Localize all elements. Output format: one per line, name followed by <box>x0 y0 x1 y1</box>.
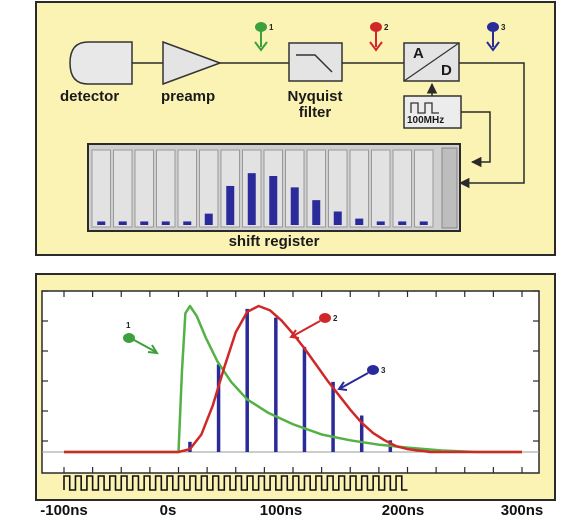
nyquist-filter-block <box>288 42 343 82</box>
register-bar <box>97 221 106 225</box>
register-bar <box>376 221 385 225</box>
register-bar <box>312 200 321 225</box>
register-bar <box>419 221 428 225</box>
register-cell <box>328 149 348 228</box>
register-cell <box>134 149 154 228</box>
wire-clock-register <box>461 111 491 168</box>
marker-2 <box>369 22 383 52</box>
register-cell <box>371 149 391 228</box>
register-cell <box>177 149 197 228</box>
register-cell <box>199 149 219 228</box>
plot-ticks <box>42 290 539 473</box>
marker-3 <box>486 22 500 52</box>
register-bar <box>333 211 342 225</box>
callout-1 <box>123 333 159 355</box>
register-bar <box>290 187 299 225</box>
register-bar <box>398 221 407 225</box>
adc-diagonal <box>403 42 460 82</box>
lowpass-symbol <box>296 54 333 73</box>
register-bar <box>355 218 364 225</box>
chart-marks <box>64 304 522 454</box>
detector-block <box>69 41 133 85</box>
register-bar <box>204 213 213 225</box>
register-bar <box>247 173 256 225</box>
register-bar <box>118 221 127 225</box>
shift-register-input-slot <box>441 147 458 229</box>
register-cell <box>91 149 111 228</box>
register-cell <box>392 149 412 228</box>
register-cell <box>113 149 133 228</box>
register-bar <box>140 221 149 225</box>
filtered-pulse-line <box>64 304 522 454</box>
plot-area <box>41 290 540 474</box>
register-bar <box>183 221 192 225</box>
register-cell <box>156 149 176 228</box>
clock-train <box>63 475 408 491</box>
register-bar <box>269 176 278 225</box>
callout-3 <box>337 365 379 391</box>
preamp-block <box>162 40 223 86</box>
detector-pulse-line <box>64 304 522 454</box>
callout-2 <box>289 313 331 339</box>
wire-adc-output <box>458 62 525 189</box>
clock-waveform <box>410 102 439 114</box>
register-bar <box>161 221 170 225</box>
register-cell <box>306 149 326 228</box>
marker-1 <box>254 22 268 52</box>
register-bar <box>226 185 235 225</box>
register-cell <box>349 149 369 228</box>
register-cell <box>414 149 434 228</box>
clock-waveform-line <box>63 475 408 491</box>
shift-register-cells <box>91 149 434 228</box>
